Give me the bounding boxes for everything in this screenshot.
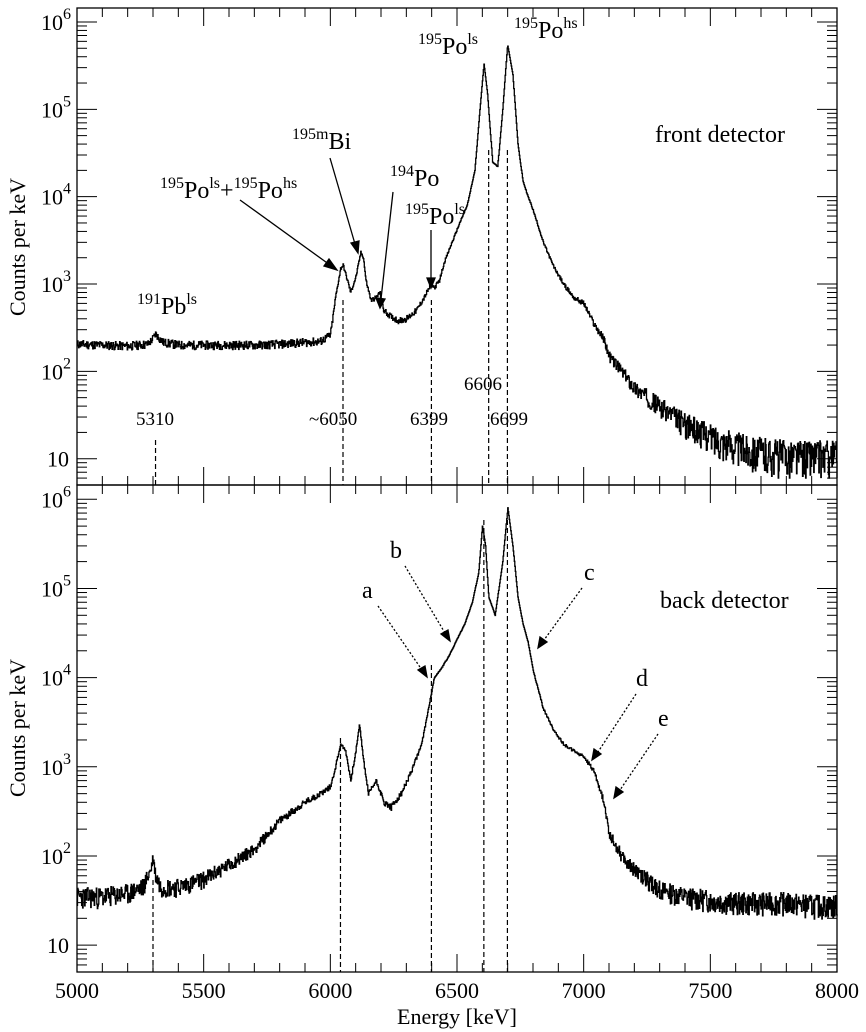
arrow-a-head	[416, 664, 428, 679]
x-tick-label: 7000	[562, 978, 606, 1003]
arrow-bi	[329, 157, 356, 245]
x-tick-label: 8000	[815, 978, 859, 1003]
x-tick-label: 6500	[435, 978, 479, 1003]
label-195po-ls-low: 195Pols	[405, 201, 465, 230]
top-panel: 10 102 103 104 105 106 front detector Counts …	[5, 6, 838, 486]
bottom-panel: 10 102 103 104 105 106 5000 5500 6000 6500 7000 75…	[5, 483, 859, 1029]
top-panel-frame	[76, 7, 838, 486]
marker-label-6050: ~6050	[309, 409, 357, 430]
y-tick-label: 102	[41, 355, 71, 384]
front-detector-spectrum	[76, 45, 838, 479]
arrow-e-head	[613, 785, 625, 800]
label-195po-sum: 195Pols+195Pohs	[160, 175, 297, 204]
y-tick-label: 105	[41, 93, 71, 122]
arrow-sum-head	[322, 257, 339, 272]
top-panel-annotation: front detector	[655, 122, 785, 148]
y-tick-label: 10	[47, 933, 69, 958]
label-195po-hs: 195Pohs	[514, 15, 578, 44]
back-detector-spectrum	[76, 507, 838, 920]
label-195po-ls: 195Pols	[418, 31, 478, 60]
arrow-194po	[380, 191, 394, 300]
bottom-dotted-arrows	[377, 565, 659, 800]
label-191pb-ls: 191Pbls	[137, 291, 197, 320]
arrow-a	[377, 605, 423, 671]
arrow-label-e: e	[658, 706, 669, 732]
y-tick-label: 103	[41, 268, 71, 297]
arrow-label-b: b	[390, 538, 402, 564]
arrow-194po-head	[374, 297, 387, 310]
marker-label-6699: 6699	[490, 409, 528, 430]
arrow-c	[543, 587, 583, 641]
bottom-panel-frame	[76, 484, 838, 973]
arrow-label-d: d	[636, 666, 648, 692]
top-energy-markers	[154, 150, 509, 485]
bottom-x-ticks: 5000 5500 6000 6500 7000 7500 8000	[55, 485, 859, 1003]
arrow-sum	[239, 199, 331, 266]
arrow-195po-ls-low-head	[426, 277, 436, 290]
top-y-axis-label: Counts per keV	[5, 178, 30, 316]
marker-label-6399: 6399	[410, 409, 448, 430]
arrow-b-head	[439, 628, 451, 643]
x-tick-label: 7500	[688, 978, 732, 1003]
label-195mbi: 195mBi	[292, 126, 351, 155]
y-tick-label: 104	[41, 181, 71, 210]
x-tick-label: 5500	[182, 978, 226, 1003]
bottom-x-axis-label: Energy [keV]	[397, 1004, 517, 1029]
bottom-energy-markers	[152, 520, 509, 972]
arrow-label-a: a	[362, 578, 373, 604]
y-tick-label: 105	[41, 572, 71, 601]
bottom-y-ticks: 10 102 103 104 105 106	[41, 483, 837, 973]
bottom-y-axis-label: Counts per keV	[5, 659, 30, 797]
x-tick-label: 6000	[308, 978, 352, 1003]
y-tick-label: 106	[41, 483, 71, 512]
marker-label-5310: 5310	[136, 409, 174, 430]
marker-label-6606: 6606	[464, 374, 502, 395]
y-tick-label: 106	[41, 6, 71, 35]
arrow-e	[619, 733, 659, 791]
arrow-label-c: c	[584, 560, 595, 586]
bottom-panel-annotation: back detector	[660, 588, 789, 614]
x-tick-label: 5000	[55, 978, 99, 1003]
arrow-bi-head	[349, 240, 360, 255]
label-194po: 194Po	[390, 163, 439, 192]
y-tick-label: 10	[47, 447, 69, 472]
top-x-ticks	[76, 8, 838, 485]
y-tick-label: 103	[41, 751, 71, 780]
top-peak-arrows	[239, 157, 436, 310]
arrow-d-head	[591, 747, 603, 762]
arrow-c-head	[537, 635, 549, 650]
y-tick-label: 102	[41, 840, 71, 869]
arrow-d	[597, 693, 637, 753]
y-tick-label: 104	[41, 662, 71, 691]
top-y-ticks: 10 102 103 104 105 106	[41, 6, 837, 486]
arrow-b	[404, 565, 446, 634]
